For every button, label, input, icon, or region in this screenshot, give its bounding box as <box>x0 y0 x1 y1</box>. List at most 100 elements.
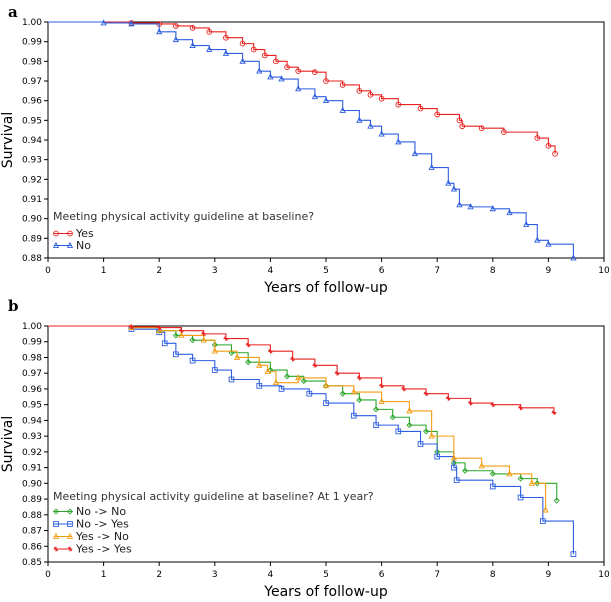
data-point <box>389 414 396 421</box>
series-line <box>48 21 574 258</box>
data-point <box>552 150 558 157</box>
x-tick-label: 1 <box>101 570 107 580</box>
x-tick-label: 7 <box>434 266 440 276</box>
data-point <box>172 332 179 339</box>
data-point <box>467 203 474 210</box>
data-point <box>445 395 451 401</box>
data-point <box>570 551 577 557</box>
data-point <box>490 402 496 408</box>
y-tick-label: 0.94 <box>22 416 42 426</box>
x-tick-label: 5 <box>323 570 329 580</box>
legend-item: Yes -> No <box>52 530 129 543</box>
legend-title: Meeting physical activity guideline at b… <box>53 210 314 223</box>
data-point <box>501 129 507 135</box>
data-point <box>256 67 263 74</box>
data-point <box>312 69 318 76</box>
legend: Meeting physical activity guideline at b… <box>52 490 374 556</box>
data-point <box>542 506 549 513</box>
data-point <box>245 342 251 348</box>
x-tick-label: 2 <box>156 266 162 276</box>
data-point <box>489 470 496 477</box>
data-point <box>451 464 457 471</box>
x-tick-label: 2 <box>156 570 162 580</box>
data-point <box>434 111 441 118</box>
legend-item: No <box>52 239 91 252</box>
data-point <box>459 123 466 130</box>
y-axis: 0.88 0.89 0.90 0.91 0.92 0.93 0.94 0.95 0.96 0.97… <box>22 18 48 264</box>
data-point <box>423 391 429 397</box>
data-point <box>356 396 363 403</box>
data-point <box>256 361 263 368</box>
data-point <box>156 326 163 334</box>
data-point <box>295 68 302 75</box>
x-axis-title: Years of follow-up <box>263 584 388 600</box>
data-point <box>551 410 557 415</box>
data-point <box>417 441 424 447</box>
data-point <box>356 116 363 123</box>
data-point <box>295 374 302 381</box>
data-point <box>189 25 196 31</box>
series-yes-yes <box>48 324 557 415</box>
legend: Meeting physical activity guideline at b… <box>52 210 314 252</box>
series-no-no <box>48 324 560 504</box>
x-axis: 0 1 2 3 4 5 6 7 8 9 10 <box>45 562 610 580</box>
data-point <box>489 205 496 212</box>
data-point <box>570 254 577 261</box>
data-point <box>553 497 560 504</box>
y-tick-label: 0.95 <box>22 116 42 126</box>
legend-marker <box>66 508 74 515</box>
plot-frame <box>47 325 605 563</box>
data-point <box>379 383 384 389</box>
data-point <box>323 78 329 84</box>
data-point <box>528 479 535 486</box>
data-point <box>428 432 435 439</box>
data-point <box>228 349 235 356</box>
data-point <box>172 35 180 43</box>
data-point <box>417 105 424 112</box>
y-tick-label: 1.00 <box>22 18 42 28</box>
data-point <box>284 64 290 71</box>
data-point <box>300 378 307 385</box>
legend-marker <box>53 230 59 237</box>
y-tick-label: 0.99 <box>22 338 42 348</box>
data-point <box>534 135 541 141</box>
legend-marker <box>53 521 59 527</box>
legend-item: Yes -> Yes <box>53 543 132 556</box>
data-point <box>468 400 473 406</box>
legend-label: No -> Yes <box>76 518 129 531</box>
y-tick-label: 0.88 <box>22 511 42 521</box>
data-point <box>378 95 385 102</box>
y-tick-label: 0.97 <box>22 369 42 379</box>
data-point <box>456 201 463 208</box>
x-tick-label: 10 <box>598 570 610 580</box>
data-point <box>206 28 213 35</box>
x-tick-label: 8 <box>490 266 496 276</box>
data-point <box>201 331 207 337</box>
data-point <box>367 122 374 129</box>
legend-title: Meeting physical activity guideline at b… <box>53 490 374 503</box>
data-point <box>278 386 285 392</box>
x-tick-label: 6 <box>379 570 385 580</box>
y-tick-label: 0.97 <box>22 77 42 87</box>
data-point <box>250 46 257 53</box>
y-tick-label: 0.96 <box>22 97 42 107</box>
data-point <box>311 92 319 100</box>
series-yes-no <box>48 323 549 513</box>
data-point <box>506 470 513 477</box>
series-yes <box>48 20 558 157</box>
data-point <box>450 454 458 461</box>
legend-item: No -> Yes <box>53 518 129 531</box>
data-point <box>306 390 313 397</box>
data-point <box>189 337 196 344</box>
data-point <box>239 57 246 64</box>
data-point <box>267 73 274 80</box>
y-tick-label: 0.85 <box>22 558 42 568</box>
data-point <box>233 353 241 360</box>
x-tick-label: 0 <box>45 570 51 580</box>
x-tick-label: 4 <box>268 266 274 276</box>
data-point <box>373 406 380 413</box>
x-tick-label: 5 <box>323 266 329 276</box>
y-tick-label: 0.86 <box>22 542 42 552</box>
data-point <box>456 117 463 124</box>
y-axis: 0.85 0.86 0.87 0.88 0.89 0.90 0.91 0.92 0.93 0.94… <box>22 322 48 568</box>
